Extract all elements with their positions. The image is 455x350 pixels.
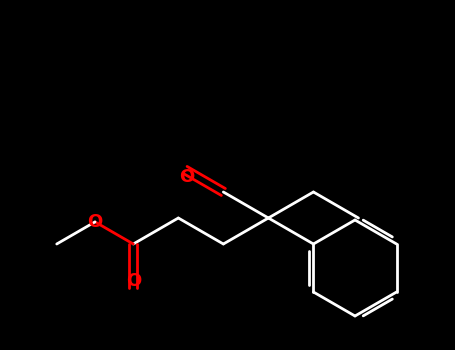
Text: O: O xyxy=(126,272,141,290)
Text: O: O xyxy=(179,168,195,186)
Text: O: O xyxy=(87,213,103,231)
